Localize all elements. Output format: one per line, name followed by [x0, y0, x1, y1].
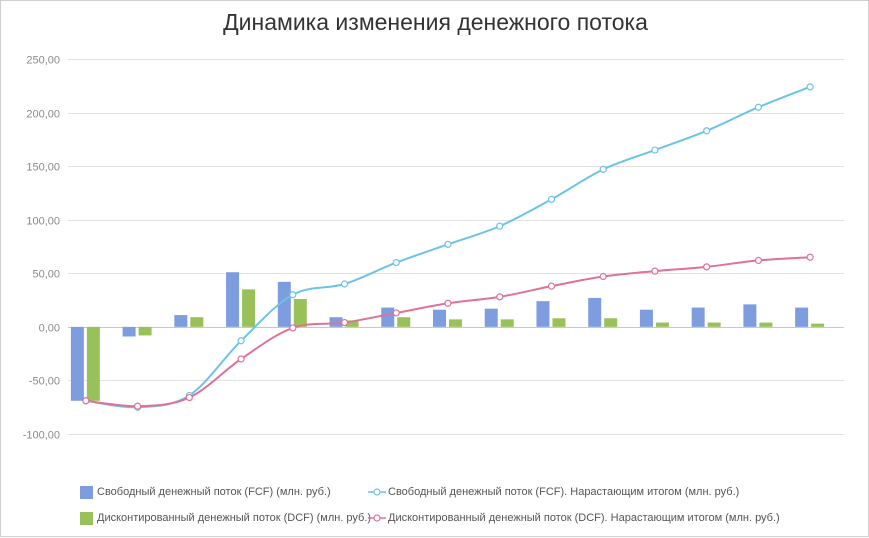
fcf-cumulative-point	[340, 280, 349, 288]
dcf-bar	[138, 326, 152, 336]
y-tick-label: -100,00	[23, 430, 60, 442]
dcf-cumulative-point	[703, 263, 711, 271]
fcf-cumulative-point	[547, 195, 556, 203]
fcf-bar	[795, 307, 809, 327]
legend-label: Свободный денежный поток (FCF). Нарастаю…	[388, 486, 740, 498]
dcf-cumulative-point	[444, 299, 452, 307]
legend-marker	[373, 488, 381, 496]
fcf-bar	[174, 315, 188, 327]
dcf-cumulative-point	[651, 267, 659, 275]
y-tick-label: 100,00	[26, 216, 60, 228]
legend-label: Дисконтированный денежный поток (DCF) (м…	[97, 512, 372, 524]
fcf-cumulative-point	[754, 103, 763, 111]
fcf-cumulative-point	[444, 240, 452, 248]
legend-line-swatch	[368, 488, 386, 496]
fcf-bar	[743, 304, 757, 327]
legend-item-dcf-cumulative[interactable]: Дисконтированный денежный поток (DCF). Н…	[368, 510, 780, 526]
fcf-bar	[433, 309, 446, 327]
fcf-bar	[536, 301, 550, 327]
dcf-bar	[86, 326, 100, 401]
legend-item-dcf-bars[interactable]: Дисконтированный денежный поток (DCF) (м…	[80, 510, 371, 526]
dcf-cumulative-point	[340, 318, 349, 327]
legend-label: Дисконтированный денежный поток (DCF). Н…	[388, 512, 780, 524]
legend-bar-swatch	[80, 511, 93, 525]
legend-line-swatch	[368, 514, 386, 522]
dcf-cumulative-point	[599, 272, 607, 281]
y-tick-label: 0,00	[39, 323, 60, 335]
fcf-cumulative-point	[703, 127, 711, 135]
chart-title: Динамика изменения денежного потока	[223, 9, 648, 35]
dcf-bar	[759, 322, 773, 327]
fcf-bar	[329, 317, 343, 327]
dcf-cumulative-line	[85, 256, 811, 408]
dcf-cumulative-point	[754, 256, 763, 265]
dcf-cumulative-point	[547, 282, 556, 290]
dcf-cumulative-point	[237, 355, 245, 363]
dcf-bar	[190, 317, 204, 327]
legend-marker	[373, 514, 381, 522]
fcf-cumulative-point	[289, 291, 297, 299]
dcf-bar	[552, 318, 566, 327]
y-tick-label: -50,00	[29, 376, 60, 388]
fcf-bar	[381, 307, 395, 327]
fcf-cumulative-point	[237, 337, 245, 345]
dcf-bar	[345, 320, 359, 327]
dcf-bar	[397, 317, 411, 327]
fcf-cumulative-point	[392, 258, 400, 267]
y-tick-label: 50,00	[32, 269, 60, 281]
fcf-bar	[639, 309, 653, 327]
y-tick-label: 250,00	[26, 55, 60, 67]
dcf-bar	[655, 322, 669, 327]
fcf-bar	[691, 307, 705, 327]
legend-label: Свободный денежный поток (FCF) (млн. руб…	[97, 486, 331, 498]
fcf-cumulative-point	[651, 146, 659, 154]
dcf-bar	[604, 318, 618, 327]
fcf-bar	[277, 281, 291, 327]
dcf-bar	[449, 319, 462, 327]
y-tick-label: 200,00	[26, 109, 60, 121]
dcf-bar	[811, 323, 825, 327]
dcf-cumulative-point	[806, 253, 814, 261]
legend-item-fcf-bars[interactable]: Свободный денежный поток (FCF) (млн. руб…	[80, 484, 331, 500]
y-tick-label: 150,00	[26, 162, 60, 174]
fcf-bar	[122, 326, 136, 337]
dcf-cumulative-point	[496, 293, 504, 301]
dcf-bar	[293, 299, 307, 327]
fcf-cumulative-point	[599, 165, 607, 173]
dcf-bar	[707, 322, 721, 327]
dcf-cumulative-point	[82, 397, 90, 405]
dcf-cumulative-point	[289, 324, 297, 332]
fcf-bar	[484, 308, 498, 327]
dcf-cumulative-point	[185, 393, 193, 402]
fcf-cumulative-point	[806, 83, 814, 91]
legend-bar-swatch	[80, 485, 93, 499]
dcf-cumulative-point	[392, 309, 400, 317]
fcf-bar	[226, 272, 240, 327]
fcf-bar	[70, 326, 84, 401]
dcf-cumulative-point	[134, 402, 142, 410]
dcf-bar	[242, 289, 256, 327]
fcf-bar	[588, 297, 602, 327]
dcf-bar	[500, 319, 514, 327]
fcf-cumulative-point	[496, 222, 504, 230]
legend-item-fcf-cumulative[interactable]: Свободный денежный поток (FCF). Нарастаю…	[368, 484, 739, 500]
